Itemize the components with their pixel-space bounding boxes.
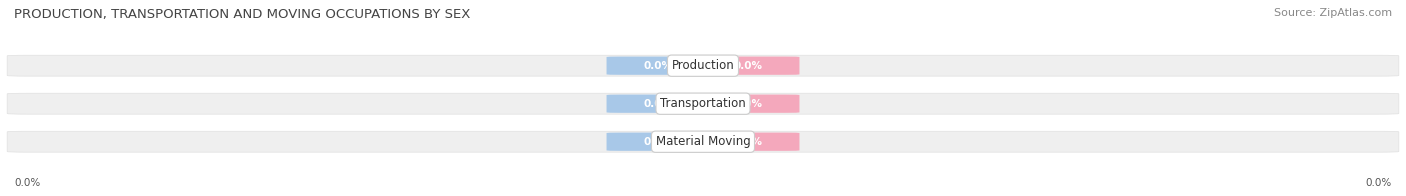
- Text: 0.0%: 0.0%: [734, 99, 763, 109]
- Text: Transportation: Transportation: [661, 97, 745, 110]
- FancyBboxPatch shape: [7, 93, 1399, 114]
- Text: Material Moving: Material Moving: [655, 135, 751, 148]
- Text: 0.0%: 0.0%: [643, 61, 672, 71]
- Text: Production: Production: [672, 59, 734, 72]
- Text: 0.0%: 0.0%: [734, 137, 763, 147]
- FancyBboxPatch shape: [689, 132, 800, 151]
- FancyBboxPatch shape: [7, 131, 1399, 152]
- FancyBboxPatch shape: [689, 95, 800, 113]
- Text: 0.0%: 0.0%: [14, 178, 41, 188]
- Text: 0.0%: 0.0%: [643, 137, 672, 147]
- FancyBboxPatch shape: [689, 57, 800, 75]
- FancyBboxPatch shape: [606, 57, 717, 75]
- Text: 0.0%: 0.0%: [734, 61, 763, 71]
- Text: 0.0%: 0.0%: [1365, 178, 1392, 188]
- Text: Source: ZipAtlas.com: Source: ZipAtlas.com: [1274, 8, 1392, 18]
- Text: PRODUCTION, TRANSPORTATION AND MOVING OCCUPATIONS BY SEX: PRODUCTION, TRANSPORTATION AND MOVING OC…: [14, 8, 471, 21]
- FancyBboxPatch shape: [7, 55, 1399, 76]
- FancyBboxPatch shape: [606, 132, 717, 151]
- FancyBboxPatch shape: [606, 95, 717, 113]
- Text: 0.0%: 0.0%: [643, 99, 672, 109]
